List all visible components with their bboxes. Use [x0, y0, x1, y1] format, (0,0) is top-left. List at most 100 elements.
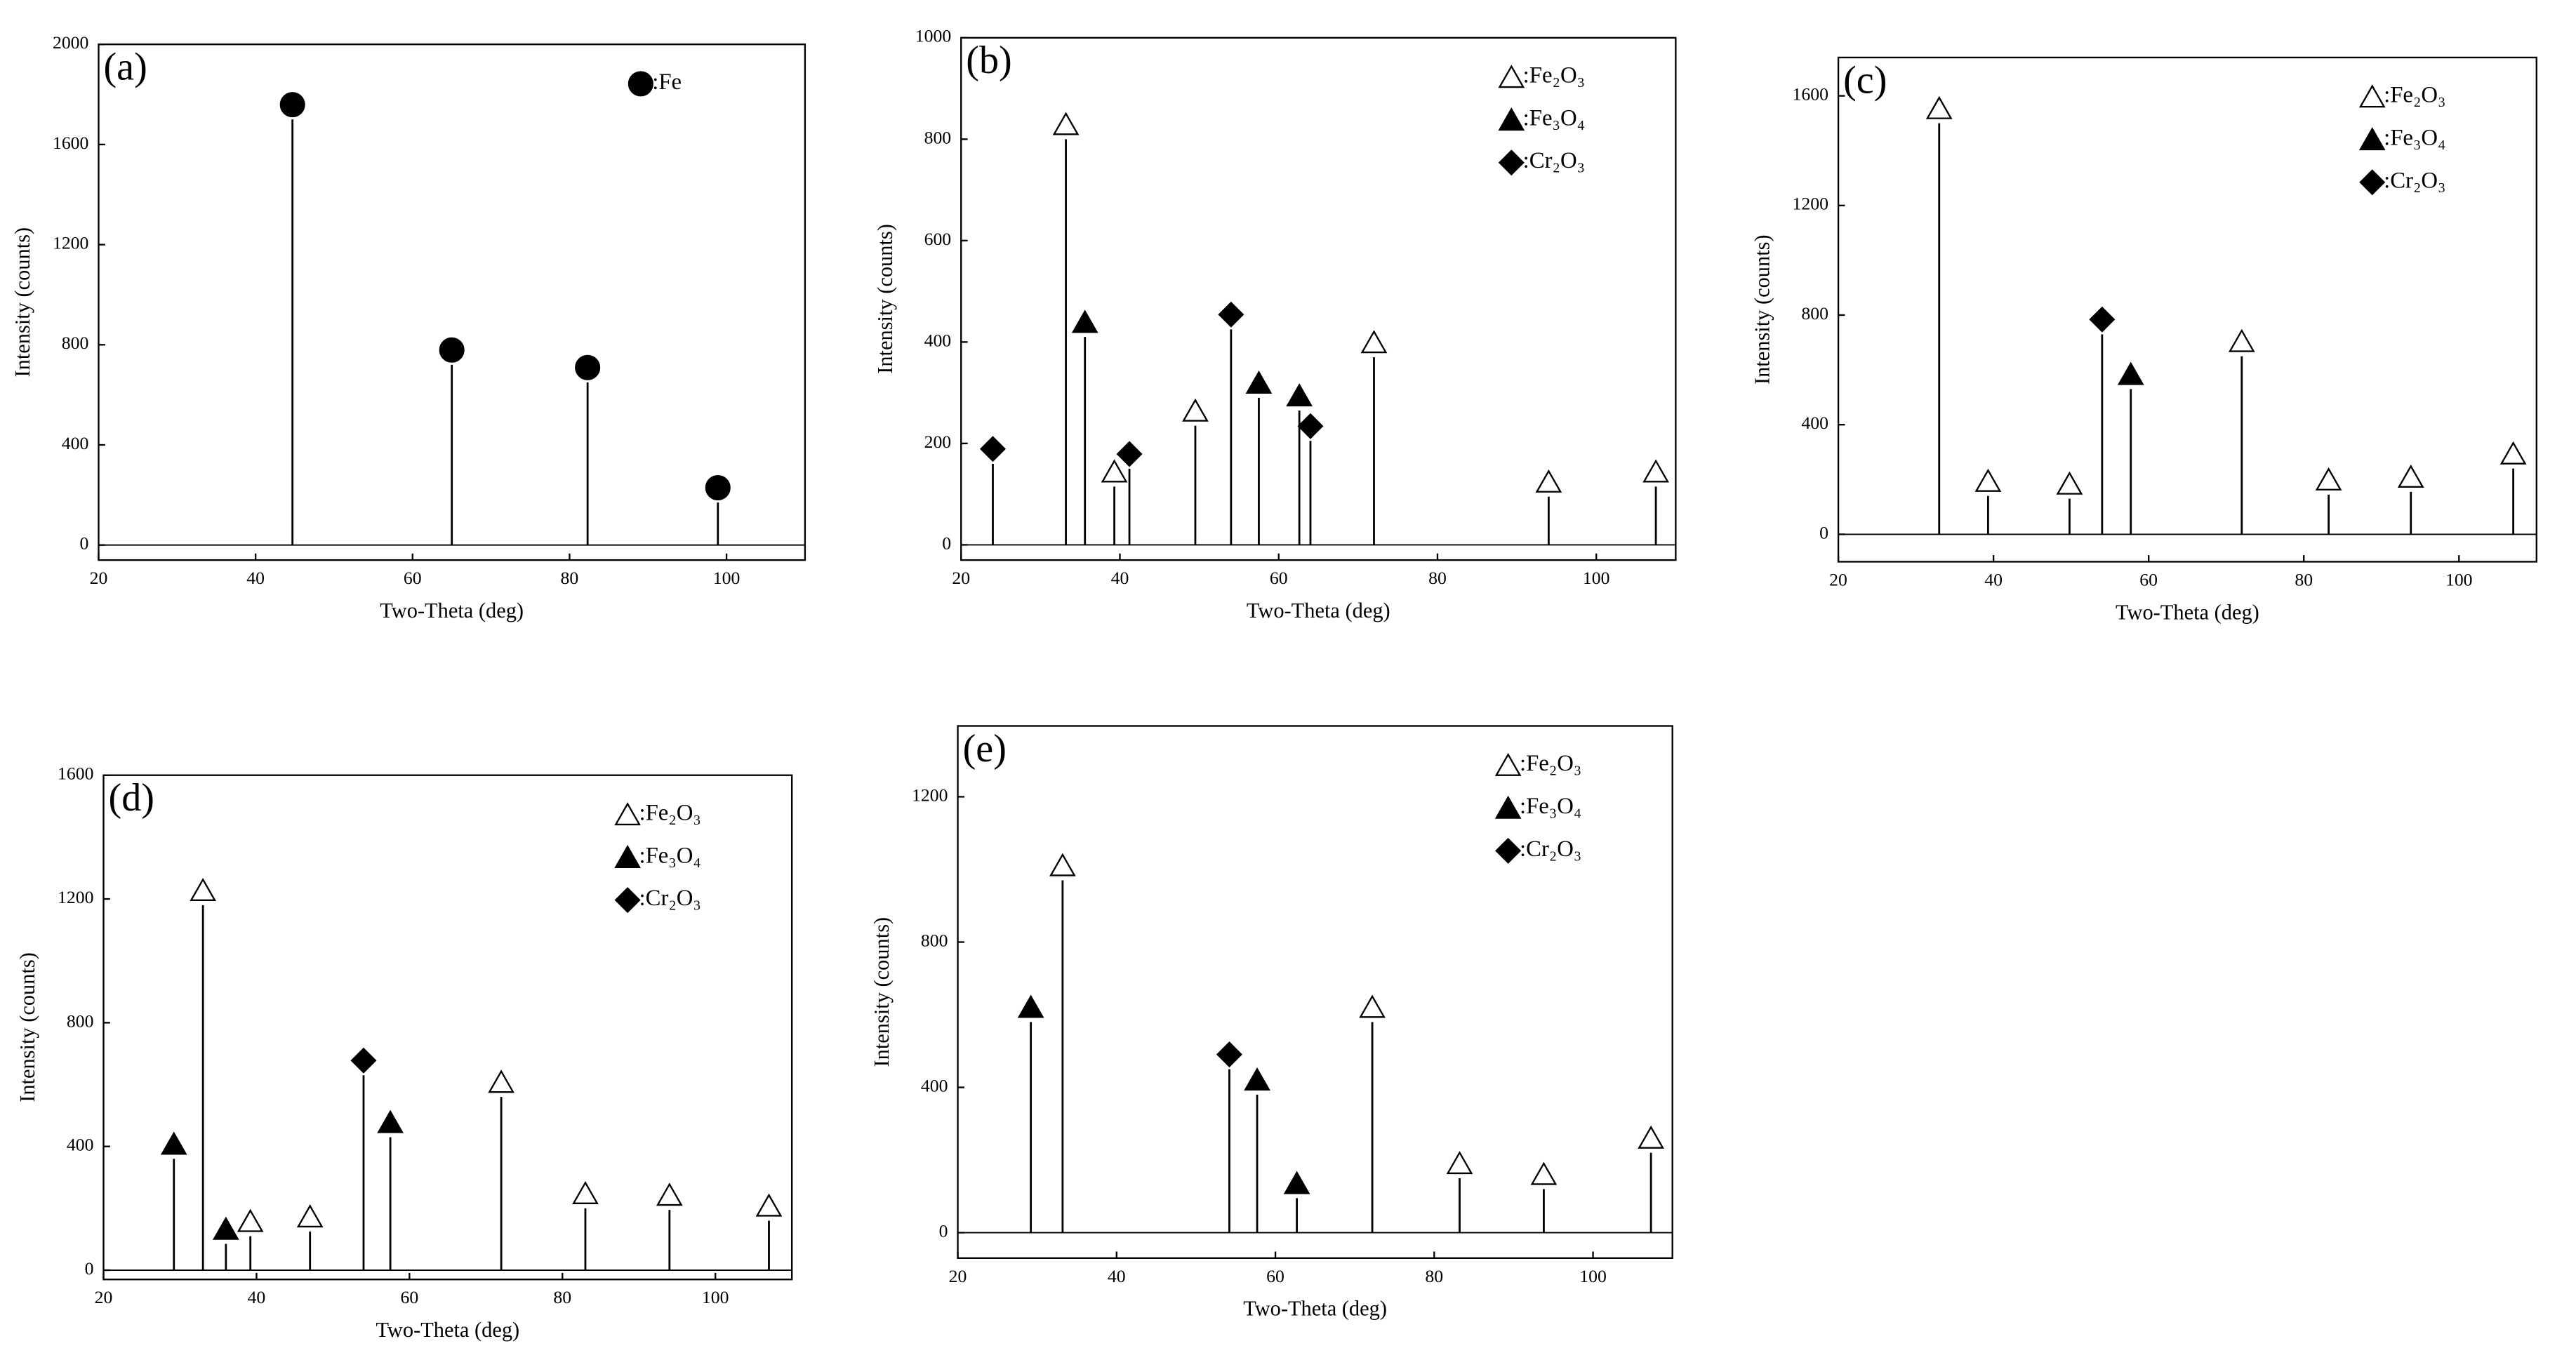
legend-marker — [1495, 837, 1522, 864]
y-tick-label: 200 — [924, 432, 952, 452]
peak-marker — [279, 92, 305, 118]
x-tick-label: 80 — [561, 568, 579, 588]
y-axis-label: Intensity (counts) — [870, 917, 894, 1067]
peak-marker — [1286, 383, 1313, 407]
legend-label: :Fe₃O₄ — [1523, 105, 1585, 131]
peak-marker — [237, 1208, 264, 1232]
y-tick-label: 2000 — [53, 32, 88, 53]
y-tick-label: 1200 — [58, 887, 93, 907]
y-tick-label: 0 — [85, 1258, 94, 1279]
x-tick-label: 40 — [1108, 1266, 1126, 1286]
panel-label: (b) — [966, 39, 1011, 82]
peak-marker — [1244, 1067, 1270, 1091]
legend-label: :Fe₂O₃ — [2384, 83, 2445, 108]
x-tick-label: 60 — [404, 568, 422, 588]
legend-marker — [628, 71, 653, 97]
peak-marker — [656, 1182, 683, 1206]
peak-marker — [979, 436, 1006, 462]
legend-label: :Fe — [652, 69, 682, 95]
peak-marker — [1638, 1125, 1665, 1149]
x-axis-label: Two-Theta (deg) — [376, 1318, 519, 1342]
y-tick-label: 1200 — [912, 785, 948, 805]
peak-marker — [296, 1204, 324, 1228]
x-tick-label: 60 — [400, 1287, 418, 1307]
x-axis-label: Two-Theta (deg) — [380, 599, 524, 622]
peak-marker — [1925, 95, 1953, 119]
y-tick-label: 1200 — [53, 233, 88, 253]
panel: 20 40 60 80 100 0 400 800 1200 1600 2000 Two-Theta … — [11, 32, 806, 622]
legend-label: :Cr₂O₃ — [1520, 836, 1581, 862]
x-tick-label: 100 — [2445, 569, 2473, 589]
plot-frame — [102, 774, 793, 1281]
y-axis-label: Intensity (counts) — [1751, 234, 1774, 385]
peak-marker — [1116, 441, 1143, 467]
peak-marker — [705, 474, 731, 501]
y-tick-label: 1600 — [58, 763, 93, 784]
y-axis-label: Intensity (counts) — [873, 224, 897, 374]
x-axis-label: Two-Theta (deg) — [1243, 1297, 1387, 1321]
legend-label: :Fe₃O₄ — [1520, 794, 1581, 819]
y-tick-label: 1200 — [1793, 194, 1828, 214]
panel-label: (a) — [103, 46, 147, 89]
y-tick-label: 800 — [67, 1011, 94, 1031]
peak-marker — [1049, 853, 1076, 876]
panel: 20 40 60 80 100 0 400 800 1200 Two-Theta (deg) Int… — [870, 725, 1673, 1321]
peak-marker — [1446, 1151, 1473, 1175]
peak-marker — [1101, 459, 1128, 483]
peak-marker — [160, 1131, 187, 1155]
y-axis-label: Intensity (counts) — [15, 952, 39, 1102]
y-tick-label: 400 — [1801, 413, 1828, 433]
peak-marker — [1642, 459, 1669, 483]
peak-marker — [1052, 112, 1080, 135]
plot-frame — [960, 36, 1677, 561]
peak-marker — [439, 337, 465, 363]
y-tick-label: 400 — [921, 1075, 948, 1095]
peak-marker — [1283, 1171, 1310, 1194]
peak-marker — [1182, 398, 1209, 422]
x-tick-label: 20 — [95, 1287, 113, 1307]
x-tick-label: 80 — [1428, 568, 1447, 588]
peak-marker — [2056, 471, 2083, 495]
y-tick-label: 800 — [921, 930, 948, 950]
plot-frame — [1837, 56, 2537, 563]
y-tick-label: 800 — [1801, 303, 1828, 324]
y-tick-label: 1600 — [53, 133, 88, 153]
peak-marker — [575, 354, 601, 380]
legend-label: :Cr₂O₃ — [1523, 148, 1585, 173]
plot-frame — [957, 725, 1673, 1259]
peak-marker — [190, 877, 217, 902]
y-tick-label: 0 — [1819, 522, 1828, 542]
peak-marker — [1535, 469, 1562, 493]
plot-frame — [98, 44, 806, 561]
legend-marker — [1498, 65, 1525, 88]
peak-marker — [2397, 465, 2424, 488]
peak-marker — [488, 1069, 514, 1093]
peak-marker — [377, 1109, 404, 1133]
y-tick-label: 400 — [67, 1135, 94, 1155]
legend-marker — [2358, 84, 2386, 108]
peak-marker — [2089, 306, 2116, 333]
legend-marker — [614, 887, 641, 914]
y-tick-label: 800 — [62, 333, 89, 353]
y-tick-label: 400 — [62, 433, 89, 453]
x-tick-label: 20 — [90, 568, 108, 588]
peak-marker — [350, 1047, 377, 1074]
peak-marker — [1245, 371, 1273, 394]
legend-marker — [614, 844, 641, 868]
x-axis-label: Two-Theta (deg) — [2116, 600, 2259, 624]
peak-marker — [1530, 1161, 1558, 1185]
legend-label: :Cr₂O₃ — [2384, 168, 2445, 193]
legend-label: :Fe₃O₄ — [639, 843, 701, 868]
x-tick-label: 40 — [1111, 568, 1129, 588]
panel-label: (c) — [1843, 58, 1887, 102]
legend-marker — [1498, 107, 1525, 131]
peak-marker — [755, 1193, 783, 1217]
peak-marker — [1360, 330, 1388, 354]
panel: 20 40 60 80 100 0 400 800 1200 1600 Two-Theta (deg… — [1751, 56, 2537, 624]
x-tick-label: 100 — [713, 568, 741, 588]
y-tick-label: 600 — [924, 229, 952, 249]
y-tick-label: 1600 — [1793, 84, 1828, 104]
x-axis-label: Two-Theta (deg) — [1247, 599, 1390, 622]
x-tick-label: 80 — [1425, 1266, 1443, 1286]
